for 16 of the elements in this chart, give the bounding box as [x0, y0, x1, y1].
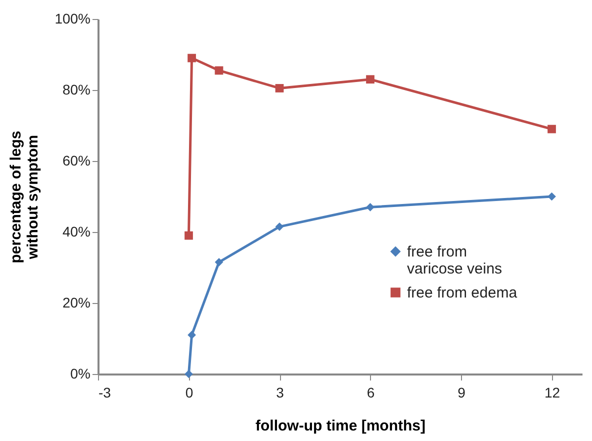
legend-label: free from edema — [407, 284, 518, 302]
y-tick-label: 40% — [62, 224, 90, 240]
x-axis-title: follow-up time [months] — [256, 418, 426, 434]
x-tick-label: -3 — [98, 384, 112, 400]
x-tick-label: 3 — [276, 384, 284, 400]
y-tick-label: 100% — [54, 10, 90, 26]
y-tick-label: 0% — [70, 366, 90, 382]
y-axis-title: percentage of legs without symptom — [8, 130, 42, 264]
y-tick-label: 60% — [62, 152, 90, 168]
x-tick-label: 6 — [366, 384, 375, 400]
x-tick-label: 9 — [458, 384, 466, 400]
y-tick-label: 20% — [62, 294, 90, 310]
legend-label: free from varicose veins — [407, 244, 502, 278]
x-tick-label: 0 — [185, 384, 194, 400]
x-tick-label: 12 — [544, 384, 560, 400]
y-tick-label: 80% — [62, 82, 90, 98]
